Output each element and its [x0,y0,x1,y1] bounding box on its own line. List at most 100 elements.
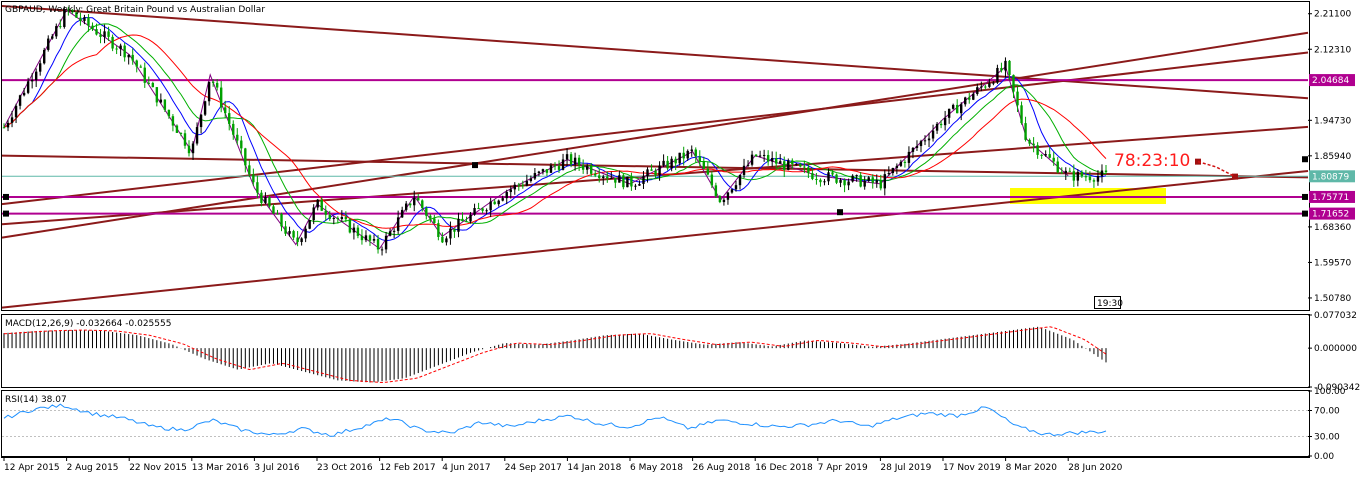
candle-body [1068,170,1072,172]
candle-body [517,184,521,186]
candle-body [413,197,416,206]
candle-body [284,226,287,234]
candle-body [762,154,766,156]
candle-body [698,156,701,161]
candle-body [537,171,541,174]
x-axis-ticks: 12 Apr 2015 2 Aug 2015 22 Nov 2015 13 Mar 2… [3,457,1123,473]
candle-body [268,197,271,207]
candle-body [300,238,303,243]
x-tick-label: 28 Jul 2019 [880,463,931,473]
candle-body [453,228,456,232]
ma-green-line [3,23,1107,236]
candle-body [159,99,163,103]
candle-body [95,29,98,35]
candle-body [594,173,597,176]
candle-body [143,67,146,83]
candle-body [545,169,549,173]
candle-body [505,192,508,199]
candle-body [328,214,331,219]
candle-body [368,235,372,241]
candle-body [714,185,718,197]
marker [472,162,478,169]
candle-body [400,209,404,218]
candle-body [670,158,673,169]
candle-body [139,66,142,68]
candle-body [738,174,742,186]
candle-body [409,203,412,206]
marker [3,193,9,200]
candle-body [47,38,50,50]
candle-body [320,199,323,211]
candles-layer [2,6,1108,256]
candle-body [1036,145,1039,155]
candle-body [79,17,82,21]
candle-body [915,146,919,148]
candle-body [642,176,645,184]
candle-body [682,152,685,159]
y-axis-ticks: 2.21100 2.12310 1.94730 1.85940 1.68360 1.595… [1308,10,1351,304]
candle-body [815,178,818,180]
candle-body [951,104,955,109]
candle-body [960,104,963,114]
y-tick-label: 1.85940 [1314,152,1351,162]
candle-body [38,63,42,72]
x-tick-label: 13 Mar 2016 [192,463,249,473]
candle-body [1084,176,1088,178]
macd-signal-line [3,326,1107,384]
marker [1302,156,1308,163]
candle-body [195,127,199,144]
price-badge-label: 1.71652 [1312,210,1349,220]
candle-body [175,125,179,133]
candle-body [244,148,247,166]
candle-body [1072,171,1076,181]
candle-body [372,238,376,241]
candle-body [199,114,203,128]
candle-body [1024,123,1027,140]
y-tick-label: 2.21100 [1314,10,1351,20]
candle-body [30,80,34,82]
candle-body [256,182,259,193]
candle-body [569,154,573,165]
candle-body [742,165,746,175]
candle-body [392,230,396,232]
candle-body [344,217,348,220]
candle-body [855,175,858,177]
candle-body [875,180,878,183]
candle-body [847,181,850,186]
candle-body [903,161,907,163]
candle-body [457,218,460,232]
candle-body [501,198,504,201]
candle-body [211,81,215,83]
candle-body [481,208,484,211]
candle-body [831,172,834,175]
candle-body [618,175,621,183]
candle-body [561,159,565,170]
price-badge [1309,190,1355,203]
x-tick-label: 16 Dec 2018 [755,463,813,473]
candle-body [521,185,525,187]
candle-body [927,138,931,141]
candle-body [770,158,774,162]
rsi-y-tick-label: 70.00 [1314,407,1340,417]
countdown-label: 78:23:10 [1114,151,1190,171]
ma-red-line [3,34,1107,229]
candle-body [1048,154,1051,158]
ma-blue-line [3,17,1107,242]
candle-body [179,132,183,134]
price-badge-label: 1.75771 [1312,193,1349,203]
candle-body [151,82,155,88]
candle-body [606,176,609,179]
candle-body [984,86,987,88]
candle-body [55,26,58,37]
candle-body [1008,60,1011,75]
candle-body [919,141,923,147]
candle-body [791,160,794,165]
candle-body [429,215,432,219]
candle-body [972,93,975,100]
candle-body [336,217,340,219]
candle-body [638,183,641,186]
candle-body [340,217,344,219]
candle-body [835,174,838,183]
candle-body [380,249,384,251]
candle-body [726,192,730,200]
